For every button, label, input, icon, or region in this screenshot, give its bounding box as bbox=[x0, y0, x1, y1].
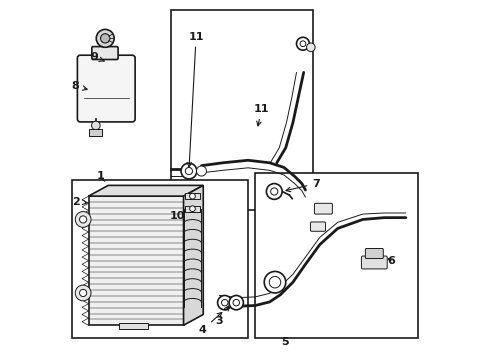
Circle shape bbox=[189, 206, 195, 212]
Circle shape bbox=[75, 212, 91, 227]
FancyBboxPatch shape bbox=[361, 256, 386, 269]
Circle shape bbox=[101, 34, 110, 43]
Circle shape bbox=[96, 30, 114, 47]
FancyBboxPatch shape bbox=[314, 203, 332, 214]
Text: 4: 4 bbox=[198, 312, 222, 335]
Text: 11: 11 bbox=[253, 104, 269, 126]
Text: 2: 2 bbox=[72, 197, 87, 207]
Circle shape bbox=[196, 166, 206, 176]
Text: 11: 11 bbox=[187, 32, 203, 167]
Text: 5: 5 bbox=[281, 337, 288, 347]
Bar bbox=[255, 173, 418, 338]
Polygon shape bbox=[88, 185, 203, 196]
FancyBboxPatch shape bbox=[77, 55, 135, 122]
Bar bbox=[185, 206, 199, 212]
Circle shape bbox=[300, 41, 305, 46]
Bar bbox=[119, 323, 147, 329]
Text: 1: 1 bbox=[96, 171, 104, 181]
FancyBboxPatch shape bbox=[92, 46, 118, 59]
Circle shape bbox=[306, 43, 314, 51]
Text: 3: 3 bbox=[215, 306, 228, 325]
Text: 9: 9 bbox=[90, 52, 104, 62]
Text: 6: 6 bbox=[387, 256, 395, 266]
Bar bbox=[171, 10, 312, 211]
Circle shape bbox=[181, 163, 196, 179]
FancyBboxPatch shape bbox=[365, 248, 383, 258]
Circle shape bbox=[80, 216, 86, 223]
Text: 10: 10 bbox=[169, 211, 184, 221]
Circle shape bbox=[75, 285, 91, 301]
Circle shape bbox=[217, 296, 231, 310]
Bar bbox=[72, 180, 247, 338]
Circle shape bbox=[270, 188, 277, 195]
Circle shape bbox=[228, 296, 243, 310]
Circle shape bbox=[189, 193, 195, 199]
Circle shape bbox=[264, 271, 285, 293]
Text: 7: 7 bbox=[285, 179, 320, 192]
Circle shape bbox=[221, 300, 227, 306]
Polygon shape bbox=[88, 196, 183, 325]
Polygon shape bbox=[183, 185, 203, 325]
Circle shape bbox=[91, 121, 100, 130]
Circle shape bbox=[185, 167, 192, 175]
Bar bbox=[89, 129, 102, 135]
Circle shape bbox=[233, 300, 239, 306]
Circle shape bbox=[80, 289, 86, 297]
Text: 8: 8 bbox=[71, 81, 87, 91]
Circle shape bbox=[296, 37, 309, 50]
Bar bbox=[185, 193, 199, 199]
FancyBboxPatch shape bbox=[310, 222, 325, 231]
Circle shape bbox=[269, 276, 280, 288]
Circle shape bbox=[266, 184, 282, 199]
